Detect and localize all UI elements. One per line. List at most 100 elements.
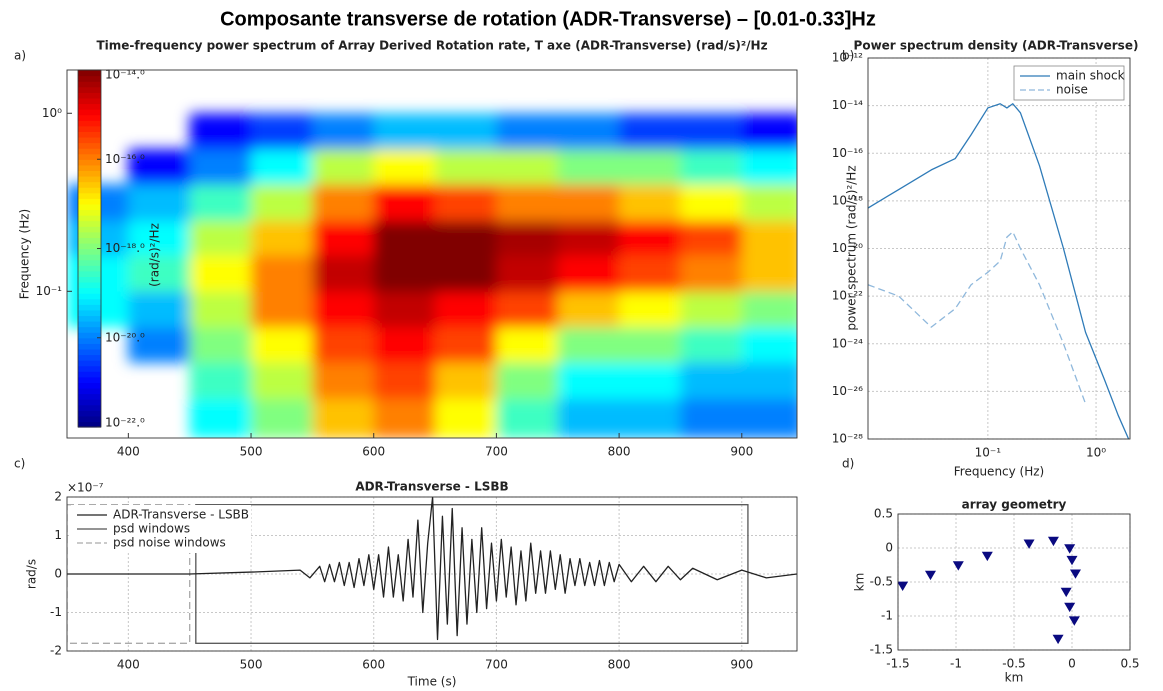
colorbar-slice (78, 81, 101, 88)
heatmap-cell (619, 327, 681, 363)
colorbar-slice (78, 281, 101, 289)
colorbar-slice (78, 326, 101, 333)
panel-label: d) (842, 457, 854, 471)
colorbar-slice (78, 421, 101, 428)
heatmap-cell (619, 113, 681, 150)
heatmap-cell (557, 291, 620, 328)
colorbar-slice (78, 371, 101, 378)
colorbar-slice (78, 315, 101, 322)
legend-box (1013, 65, 1125, 101)
colorbar-slice (78, 136, 101, 144)
heatmap-cell (619, 362, 681, 400)
colorbar-slice (78, 360, 101, 367)
panel-title: array geometry (962, 498, 1067, 512)
x-tick-label: 500 (240, 658, 263, 672)
heatmap-cell (741, 220, 797, 256)
colorbar-slice (78, 287, 101, 294)
colorbar-slice (78, 209, 101, 216)
colorbar-slice (78, 259, 101, 266)
colorbar-slice (78, 343, 101, 350)
colorbar-slice (78, 382, 101, 389)
colorbar-slice (78, 337, 101, 344)
station-marker (1064, 544, 1076, 554)
heatmap-cell (189, 254, 252, 292)
x-tick-label: -0.5 (1002, 657, 1025, 671)
plot-content (67, 497, 797, 644)
heatmap-cell (373, 148, 436, 185)
plot-frame (867, 57, 1131, 440)
station-marker (1068, 616, 1080, 626)
heatmap-cell (312, 113, 375, 150)
heatmap-cell (680, 362, 743, 400)
heatmap-cell (680, 291, 743, 328)
panel-label: b) (842, 49, 854, 63)
colorbar-tick-label: 10⁻²².⁰ (105, 416, 145, 430)
heatmap-cell (312, 327, 375, 363)
heatmap-cell (680, 148, 743, 185)
colorbar-slice (78, 404, 101, 411)
heatmap-cell (189, 184, 252, 221)
y-tick-label: 0.5 (874, 507, 893, 521)
heatmap-cell (373, 113, 436, 150)
station-marker (1047, 536, 1059, 547)
colorbar-slice (78, 376, 101, 383)
colorbar-slice (78, 148, 101, 155)
x-tick-label: 900 (730, 658, 753, 672)
y-tick-label: 10⁻²² (832, 289, 863, 303)
legend-label: psd noise windows (113, 536, 226, 550)
x-tick-label: 0.5 (1120, 657, 1139, 671)
heatmap-cell (496, 362, 559, 400)
heatmap-cell (128, 220, 191, 256)
colorbar-slice (78, 103, 101, 110)
heatmap-cell (680, 254, 743, 292)
grid (868, 57, 1130, 440)
colorbar-slice (78, 203, 101, 211)
colorbar-slice (78, 387, 101, 395)
plot-frame (897, 513, 1131, 651)
colorbar-slice (78, 332, 101, 339)
colorbar-slice (78, 270, 101, 277)
heatmap-cell (557, 184, 620, 221)
colorbar-slice (78, 298, 101, 305)
y-tick-label: 10⁻¹² (832, 51, 863, 65)
colorbar-slice (78, 170, 101, 177)
colorbar-slice (78, 348, 101, 356)
plot-frame (66, 69, 798, 439)
heatmap-cell (619, 398, 681, 438)
station-marker (898, 581, 909, 592)
heatmap-cell (251, 327, 313, 363)
x-tick-label: 900 (730, 445, 753, 459)
colorbar-slice (78, 354, 101, 361)
colorbar-slice (78, 192, 101, 199)
y-axis-label: rad/s (25, 559, 39, 589)
panel-title: Power spectrum density (ADR-Transverse) (854, 39, 1139, 53)
y-tick-label: 10⁻¹ (36, 284, 63, 298)
x-tick-label: 10⁻¹ (975, 446, 1002, 460)
heatmap-cell (619, 254, 681, 292)
heatmap-cell (373, 184, 436, 221)
x-tick-label: 400 (117, 658, 140, 672)
heatmap-cell (680, 113, 743, 150)
x-tick-label: -1.5 (886, 657, 909, 671)
series-line (868, 231, 1087, 405)
figure-title: Composante transverse de rotation (ADR-T… (220, 8, 876, 30)
x-tick-label: 400 (117, 445, 140, 459)
heatmap-cell (189, 220, 252, 256)
y-axis-label: power spectrum (rad/s)²/Hz (845, 165, 859, 330)
heatmap-cell (619, 184, 681, 221)
heatmap-cell (435, 254, 497, 292)
heatmap-cell (680, 220, 743, 256)
colorbar-slice (78, 164, 101, 172)
y-tick-label: -0.5 (870, 575, 893, 589)
x-axis-label: Time (s) (407, 675, 457, 689)
y-tick-label: 10⁰ (42, 106, 62, 120)
colorbar-slice (78, 142, 101, 149)
heatmap-cell (680, 398, 743, 438)
y-tick-label: 10⁻¹⁸ (832, 193, 863, 207)
x-tick-label: 0 (1068, 657, 1076, 671)
heatmap-cell (435, 184, 497, 221)
heatmap-cell (373, 362, 436, 400)
heatmap-cell (435, 148, 497, 185)
heatmap-cell (435, 291, 497, 328)
